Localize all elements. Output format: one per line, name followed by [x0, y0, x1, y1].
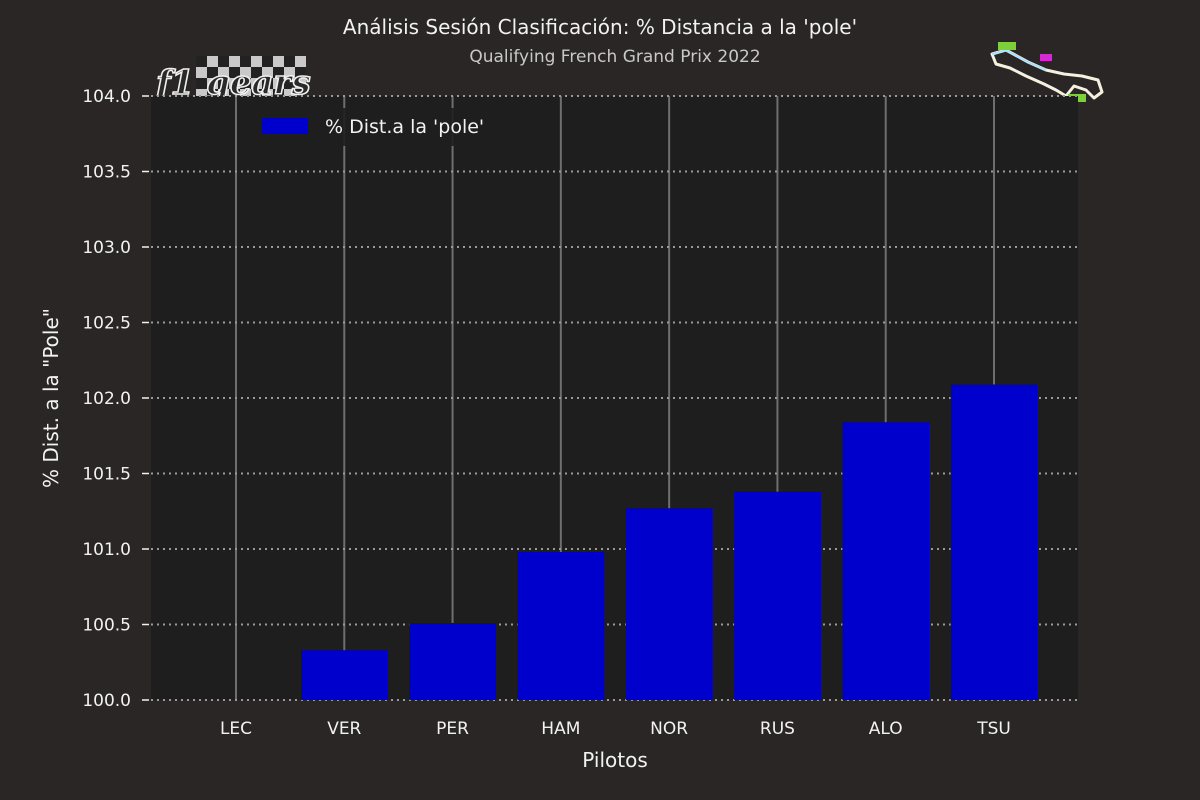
y-tick-label: 100.0: [82, 691, 131, 711]
y-axis-ticks: 100.0 100.5 101.0 101.5 102.0 102.5 103.0 103.5…: [82, 87, 149, 711]
y-tick-label: 103.0: [82, 238, 131, 258]
x-tick-label: VER: [327, 719, 361, 739]
y-tick-label: 101.0: [82, 540, 131, 560]
bar-ham: [517, 552, 605, 700]
circuit-map-icon: [990, 42, 1104, 102]
x-axis-ticks: LEC VER PER HAM NOR RUS ALO TSU: [220, 719, 1011, 739]
x-tick-label: NOR: [650, 719, 688, 739]
legend-label: % Dist.a la 'pole': [325, 116, 484, 138]
bar-per: [409, 622, 496, 700]
x-tick-label: RUS: [760, 719, 795, 739]
y-axis-label: % Dist. a la "Pole": [39, 308, 63, 488]
bar-ver: [300, 650, 388, 700]
x-tick-label: PER: [436, 719, 469, 739]
bar-alo: [842, 422, 930, 700]
chart-title: Análisis Sesión Clasificación: % Distanc…: [343, 15, 857, 39]
chart-subtitle: Qualifying French Grand Prix 2022: [469, 47, 760, 67]
y-tick-label: 104.0: [82, 87, 131, 107]
bar-rus: [734, 491, 821, 700]
y-tick-label: 100.5: [82, 616, 131, 636]
y-tick-label: 101.5: [82, 465, 131, 485]
x-tick-label: TSU: [976, 719, 1011, 739]
bar-nor: [625, 508, 713, 700]
bar-tsu: [950, 384, 1038, 700]
checkered-flag-icon: [196, 56, 306, 100]
y-tick-label: 102.5: [82, 314, 131, 334]
y-gridlines: [151, 95, 1078, 701]
bars: [300, 384, 1038, 700]
x-tick-label: LEC: [220, 719, 252, 739]
y-tick-label: 102.0: [82, 389, 131, 409]
x-axis-label: Pilotos: [582, 748, 647, 772]
y-tick-label: 103.5: [82, 163, 131, 183]
x-tick-label: HAM: [541, 719, 580, 739]
legend-swatch: [262, 118, 308, 134]
x-tick-label: ALO: [869, 719, 903, 739]
f1gears-logo: f1 gears: [153, 56, 311, 104]
legend: % Dist.a la 'pole': [252, 108, 520, 146]
